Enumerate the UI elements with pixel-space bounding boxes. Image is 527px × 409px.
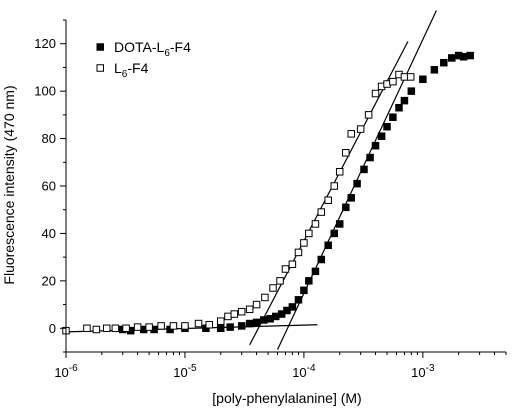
data-point-dota-l6-f4 [330,229,339,238]
data-point-dota-l6-f4 [288,303,297,311]
data-point-l6-f4 [347,130,355,138]
y-ticks: 0 20 40 60 80 100 120 [34,19,66,353]
data-point-l6-f4 [288,260,297,269]
data-point-dota-l6-f4 [366,153,374,162]
data-point-l6-f4 [342,149,350,157]
data-point-l6-f4 [281,265,290,273]
data-point-l6-f4 [205,320,213,329]
data-point-l6-f4 [230,310,239,318]
data-point-dota-l6-f4 [459,53,468,61]
data-point-dota-l6-f4 [237,322,246,330]
data-point-l6-f4 [83,324,91,333]
data-point-dota-l6-f4 [260,316,268,324]
data-point-dota-l6-f4 [317,255,326,264]
x-tick-label: 10-3 [411,363,435,380]
data-point-dota-l6-f4 [440,58,448,67]
data-point-l6-f4 [311,220,320,228]
data-point-l6-f4 [194,319,203,328]
data-point-l6-f4 [122,324,130,333]
data-point-l6-f4 [317,208,326,216]
data-point-dota-l6-f4 [448,54,456,62]
data-point-dota-l6-f4 [383,122,391,131]
data-point-l6-f4 [269,284,277,292]
data-point-l6-f4 [330,182,339,190]
data-point-dota-l6-f4 [389,113,397,121]
fit-line [249,41,409,346]
data-point-dota-l6-f4 [353,179,361,188]
data-point-dota-l6-f4 [430,66,439,74]
x-axis-label: [poly-phenylalanine] (M) [212,390,361,406]
data-point-l6-f4 [224,312,232,321]
legend-label: DOTA-L6-F4 [114,39,191,59]
data-point-dota-l6-f4 [217,324,225,333]
data-point-l6-f4 [371,89,380,98]
data-point-l6-f4 [237,307,246,316]
data-point-l6-f4 [92,325,101,334]
data-point-dota-l6-f4 [407,87,416,95]
data-point-l6-f4 [169,322,178,330]
data-point-dota-l6-f4 [377,132,386,140]
data-point-l6-f4 [145,323,153,331]
y-tick-label: 40 [42,226,56,241]
x-tick-label: 10-4 [292,363,316,380]
data-point-dota-l6-f4 [342,203,350,212]
x-tick-label: 10-6 [54,363,78,380]
legend-marker [96,64,104,72]
data-point-l6-f4 [261,293,269,302]
data-point-dota-l6-f4 [466,51,474,60]
data-point-l6-f4 [305,229,313,238]
data-point-l6-f4 [181,322,189,330]
y-tick-label: 120 [34,36,56,51]
data-point-dota-l6-f4 [300,286,308,295]
data-point-l6-f4 [324,196,332,204]
data-point-l6-f4 [389,77,397,86]
data-point-l6-f4 [300,239,308,247]
data-point-dota-l6-f4 [324,241,332,250]
data-point-l6-f4 [400,73,409,81]
data-point-l6-f4 [217,317,225,325]
data-point-l6-f4 [364,111,373,119]
data-point-dota-l6-f4 [245,319,254,328]
data-point-dota-l6-f4 [395,103,403,112]
data-point-l6-f4 [406,73,415,81]
data-point-l6-f4 [294,248,303,257]
data-point-dota-l6-f4 [360,165,368,174]
data-point-dota-l6-f4 [347,194,355,202]
data-point-l6-f4 [335,168,344,176]
y-axis-label: Fluorescence intensity (470 nm) [1,85,17,284]
x-ticks: 10-6 10-5 10-4 10-3 [54,352,507,380]
y-tick-label: 80 [42,131,56,146]
data-point-l6-f4 [157,322,165,330]
y-tick-label: 0 [49,321,56,336]
y-tick-label: 20 [42,273,56,288]
data-point-dota-l6-f4 [294,296,303,304]
plot-marks [62,51,474,335]
legend-marker [96,43,104,51]
data-point-l6-f4 [133,323,142,331]
data-point-dota-l6-f4 [335,220,344,228]
data-point-l6-f4 [102,324,111,333]
data-point-l6-f4 [276,277,284,285]
data-point-dota-l6-f4 [400,96,409,105]
x-tick-label: 10-5 [173,363,197,380]
legend-label: L6-F4 [114,60,149,80]
data-point-dota-l6-f4 [371,141,380,150]
data-point-l6-f4 [252,300,261,309]
data-point-dota-l6-f4 [419,75,427,84]
data-point-l6-f4 [111,324,120,333]
y-tick-label: 100 [34,84,56,99]
data-point-l6-f4 [356,125,365,133]
data-point-dota-l6-f4 [311,267,320,276]
y-tick-label: 60 [42,179,56,194]
data-point-dota-l6-f4 [226,323,234,331]
data-point-l6-f4 [245,305,254,314]
data-point-dota-l6-f4 [252,318,261,327]
data-point-dota-l6-f4 [305,277,313,285]
